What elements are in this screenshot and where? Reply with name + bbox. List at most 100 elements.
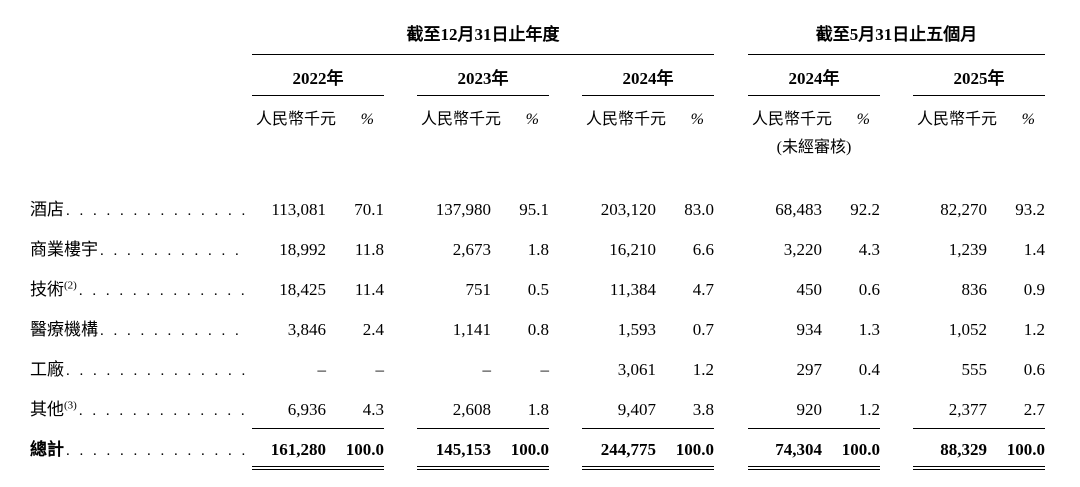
column-gap (549, 308, 582, 348)
column-gap (384, 228, 417, 268)
amount-cell: 137,980 (435, 200, 491, 219)
percent-cell: 95.1 (519, 200, 549, 219)
percent-cell: 1.8 (505, 388, 549, 429)
amount-cell: 6,936 (252, 388, 340, 429)
unit-label: 人民幣千元 (916, 111, 997, 128)
column-gap (714, 228, 748, 268)
amount-cell: 920 (748, 388, 836, 429)
header-spacer (252, 131, 714, 157)
group-gap (714, 14, 748, 55)
amount-cell: 450 (796, 280, 823, 299)
percent-cell: 3.8 (670, 388, 714, 429)
column-gap (880, 388, 913, 428)
row-label: 醫療機構 . . . . . . . . . . . . . . . . . .… (30, 308, 252, 348)
header-spacer (30, 14, 252, 55)
column-gap (549, 96, 582, 132)
table-row: 醫療機構 . . . . . . . . . . . . . . . . . .… (30, 308, 1045, 348)
amount-cell: 1,052 (948, 320, 987, 339)
percent-cell: 92.2 (850, 200, 880, 219)
amount-cell: 145,153 (417, 428, 505, 470)
footnote-reference: (3) (64, 399, 77, 412)
column-gap (384, 268, 417, 308)
percent-cell: 0.5 (527, 280, 549, 299)
total-row: 總計 . . . . . . . . . . . . . . . . . . .… (30, 428, 1045, 470)
percent-cell: 0.6 (858, 280, 880, 299)
column-gap (714, 388, 748, 428)
dot-leader: . . . . . . . . . . . . . . . . . . . . … (66, 203, 245, 219)
percent-cell: 1.2 (692, 360, 714, 379)
amount-cell: 113,081 (271, 200, 326, 219)
header-spacer (913, 131, 1045, 157)
financial-table: 截至12月31日止年度 截至5月31日止五個月 2022年 2023年 2024… (30, 14, 1045, 470)
group-gap (714, 131, 748, 157)
column-gap (714, 157, 748, 228)
amount-cell: 161,280 (252, 428, 340, 470)
column-gap (880, 131, 913, 157)
unit-label: 人民幣千元 (751, 111, 832, 128)
group-gap (714, 55, 748, 96)
header-spacer (30, 131, 252, 157)
amount-cell: 18,425 (279, 280, 326, 299)
percent-label: % (360, 111, 374, 128)
column-gap (880, 268, 913, 308)
percent-label: % (690, 111, 704, 128)
column-gap (714, 308, 748, 348)
year-header-2025: 2025年 (913, 54, 1045, 96)
column-gap (880, 348, 913, 388)
row-label: 酒店 . . . . . . . . . . . . . . . . . . .… (30, 157, 252, 228)
column-gap (714, 348, 748, 388)
amount-cell: 751 (465, 280, 492, 299)
percent-cell: 100.0 (670, 428, 714, 470)
table-row: 其他(3) . . . . . . . . . . . . . . . . . … (30, 388, 1045, 429)
percent-cell: 6.6 (692, 240, 714, 259)
column-gap (880, 308, 913, 348)
column-gap (384, 348, 417, 388)
percent-cell: 100.0 (1001, 428, 1045, 470)
column-gap (549, 55, 582, 96)
percent-cell: 100.0 (340, 428, 384, 470)
year-header-2023: 2023年 (417, 54, 549, 96)
amount-cell: 88,329 (913, 428, 1001, 470)
percent-cell: 11.4 (354, 280, 384, 299)
percent-cell: 2.7 (1001, 388, 1045, 429)
column-gap (880, 96, 913, 132)
dot-leader: . . . . . . . . . . . . . . . . . . . . … (66, 443, 245, 459)
period-group-annual: 截至12月31日止年度 (252, 14, 714, 55)
period-group-five-months: 截至5月31日止五個月 (748, 14, 1045, 55)
header-spacer (30, 55, 252, 96)
unit-label: 人民幣千元 (255, 111, 336, 128)
table-row: 商業樓宇 . . . . . . . . . . . . . . . . . .… (30, 228, 1045, 268)
amount-cell: 18,992 (279, 240, 326, 259)
amount-cell: 1,239 (948, 240, 987, 259)
unaudited-note: (未經審核) (776, 139, 852, 156)
column-gap (549, 228, 582, 268)
column-gap (549, 428, 582, 468)
percent-cell: 1.3 (858, 320, 880, 339)
amount-cell: 836 (961, 280, 988, 299)
amount-cell: 74,304 (748, 428, 836, 470)
column-gap (384, 157, 417, 228)
percent-cell: 0.4 (858, 360, 880, 379)
amount-cell: 1,593 (617, 320, 656, 339)
percent-cell: 1.2 (836, 388, 880, 429)
percent-cell: 100.0 (836, 428, 880, 470)
unit-header-row: 人民幣千元 % 人民幣千元 % 人民幣千元 % 人民幣千元 % 人民幣千元 % (30, 96, 1045, 132)
footnote-reference: (2) (64, 279, 77, 292)
amount-cell: 203,120 (600, 200, 656, 219)
dot-leader: . . . . . . . . . . . . . . . . . . . . … (66, 363, 245, 379)
row-label: 其他(3) . . . . . . . . . . . . . . . . . … (30, 388, 252, 428)
percent-cell: 0.8 (527, 320, 549, 339)
row-label: 商業樓宇 . . . . . . . . . . . . . . . . . .… (30, 228, 252, 268)
column-gap (384, 388, 417, 428)
year-header-2022: 2022年 (252, 54, 384, 96)
column-gap (549, 268, 582, 308)
amount-cell: 297 (796, 360, 823, 379)
percent-cell: 70.1 (354, 200, 384, 219)
amount-cell: 244,775 (582, 428, 670, 470)
amount-cell: 3,220 (783, 240, 822, 259)
percent-cell: 0.7 (692, 320, 714, 339)
column-gap (880, 228, 913, 268)
column-gap (384, 308, 417, 348)
percent-cell: 100.0 (505, 428, 549, 470)
column-gap (549, 388, 582, 428)
